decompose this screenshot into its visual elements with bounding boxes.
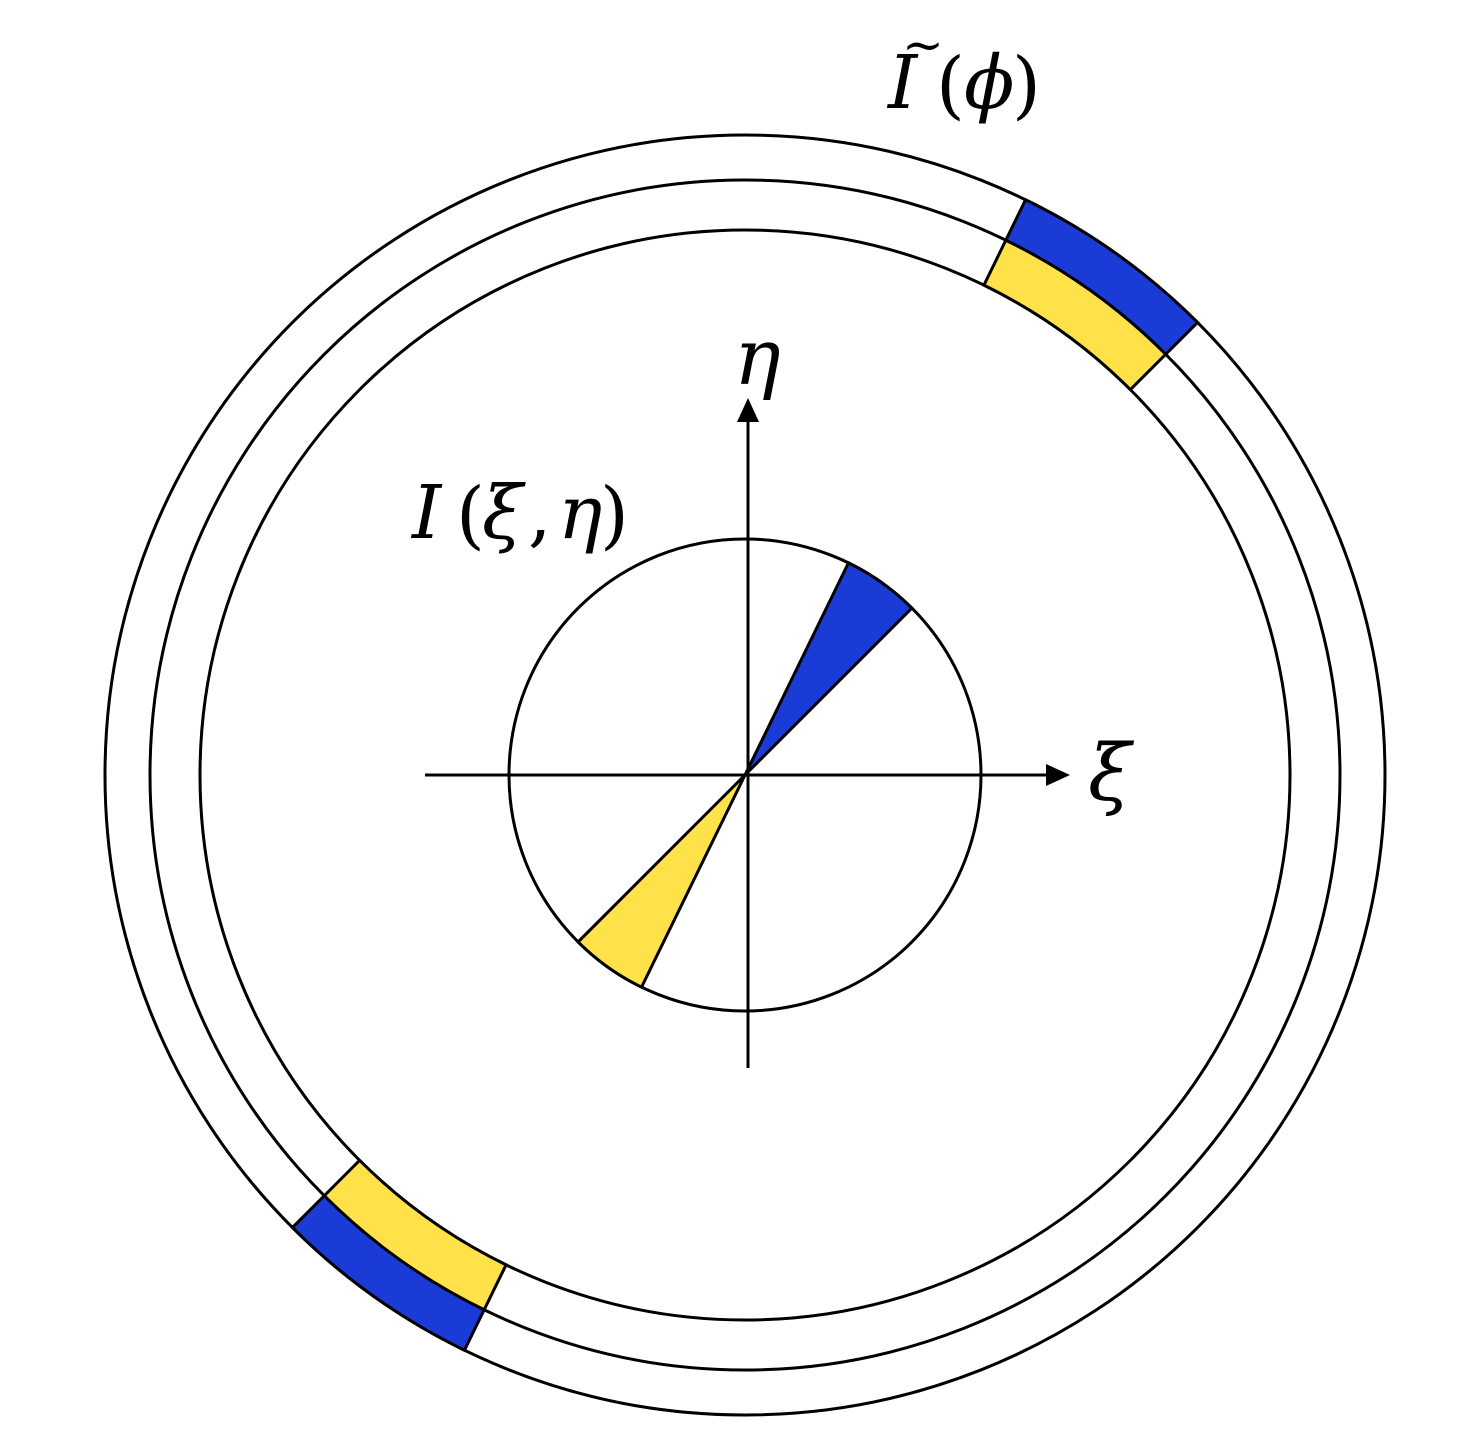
inner-wedge-yellow bbox=[576, 773, 747, 990]
outer-label-close-paren: ) bbox=[1012, 42, 1041, 128]
eta-axis-arrowhead bbox=[737, 398, 759, 422]
outer-ring-inner-circle bbox=[198, 228, 1292, 1322]
inner-label-close-paren: ) bbox=[600, 472, 629, 558]
outer-label-open-paren: ( bbox=[936, 42, 965, 128]
outer-label-I: I bbox=[886, 40, 919, 126]
inner-disc-label: I ( ξ , η ) bbox=[410, 470, 629, 558]
inner-label-eta: η bbox=[558, 470, 602, 556]
inner-label-xi: ξ bbox=[482, 470, 526, 556]
ring-segment-top-yellow bbox=[981, 238, 1168, 392]
inner-label-I: I bbox=[410, 470, 443, 556]
outer-label-tilde: ~ bbox=[902, 16, 944, 74]
ring-segment-bottom-yellow bbox=[322, 1158, 509, 1312]
xi-axis-label: ξ bbox=[1088, 729, 1135, 819]
outer-ring-outer-circle bbox=[103, 133, 1387, 1417]
xi-axis-arrowhead bbox=[1046, 764, 1070, 786]
inner-label-comma: , bbox=[528, 470, 552, 556]
inner-label-open-paren: ( bbox=[456, 472, 485, 558]
eta-axis-label: η bbox=[734, 313, 781, 403]
outer-label-phi: ϕ bbox=[964, 40, 1014, 126]
inner-wedge-blue bbox=[743, 560, 914, 777]
outer-ring-label: ~ I ( ϕ ) bbox=[886, 16, 1041, 128]
outer-ring-middle-circle bbox=[148, 178, 1342, 1372]
